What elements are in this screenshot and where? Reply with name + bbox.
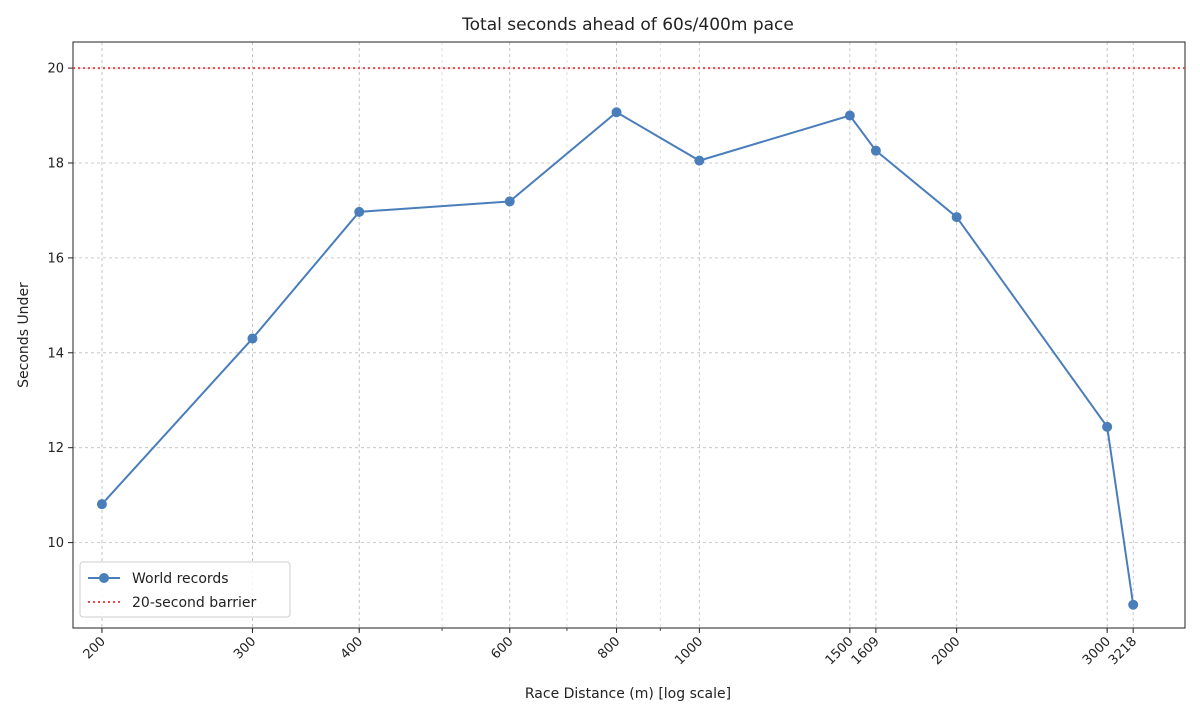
x-tick-label: 3218 xyxy=(1106,634,1140,668)
legend: World records 20-second barrier xyxy=(79,561,291,618)
x-tick-label: 1609 xyxy=(849,634,883,668)
x-tick-label: 200 xyxy=(81,634,109,662)
data-point xyxy=(504,196,515,207)
y-tick-label: 16 xyxy=(47,251,64,266)
x-tick-label: 800 xyxy=(595,634,623,662)
y-tick-label: 20 xyxy=(47,62,64,77)
x-tick-label: 1500 xyxy=(823,634,857,668)
data-point xyxy=(247,333,258,344)
y-tick-label: 14 xyxy=(47,346,64,361)
x-axis-label: Race Distance (m) [log scale] xyxy=(525,686,731,702)
x-tick-label: 1000 xyxy=(672,634,706,668)
y-tick-label: 10 xyxy=(47,536,64,551)
data-point xyxy=(1128,599,1139,610)
data-point xyxy=(951,212,962,223)
x-tick-label: 600 xyxy=(488,634,516,662)
y-axis-label: Seconds Under xyxy=(16,282,32,388)
data-point xyxy=(354,206,365,217)
legend-box xyxy=(79,561,291,618)
x-tick-label: 400 xyxy=(338,634,366,662)
series-line xyxy=(101,111,1135,605)
y-tick-label: 18 xyxy=(47,156,64,171)
plot-area xyxy=(72,41,1186,629)
legend-barrier-label: 20-second barrier xyxy=(132,595,256,611)
legend-world-records-label: World records xyxy=(132,571,229,587)
data-point xyxy=(870,145,881,156)
data-point xyxy=(611,107,622,118)
grid-lines xyxy=(73,42,1185,628)
x-tick-label: 2000 xyxy=(929,634,963,668)
legend-world-records-marker xyxy=(99,573,109,583)
data-point xyxy=(1102,421,1113,432)
x-tick-label: 300 xyxy=(231,634,259,662)
y-tick-label: 12 xyxy=(47,441,64,456)
chart-title: Total seconds ahead of 60s/400m pace xyxy=(461,15,794,35)
data-point xyxy=(694,155,705,166)
data-point xyxy=(844,110,855,121)
series-group xyxy=(96,107,1139,610)
data-point xyxy=(96,499,107,510)
y-axis-ticks: 10 12 14 16 18 20 xyxy=(47,62,73,551)
x-tick-label: 3000 xyxy=(1080,634,1114,668)
